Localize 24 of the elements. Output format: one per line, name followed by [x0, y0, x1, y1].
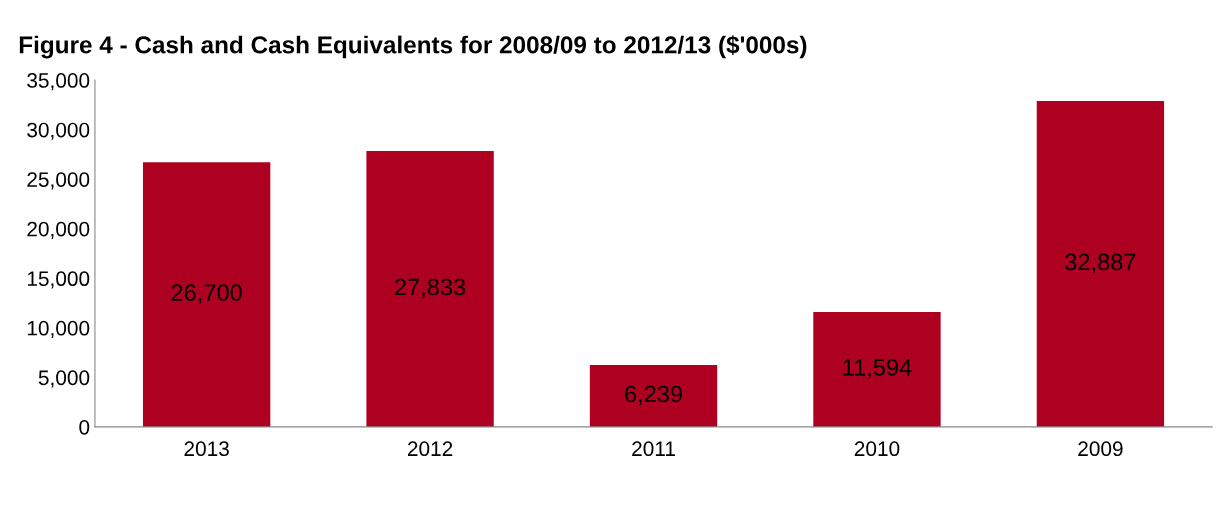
- data-label: 11,594: [843, 359, 912, 379]
- y-tick-label: 15,000: [27, 271, 90, 289]
- y-tick-label: 35,000: [27, 73, 90, 91]
- x-tick-label: 2010: [854, 441, 900, 457]
- data-label: 27,833: [395, 278, 466, 299]
- data-label: 6,239: [625, 385, 682, 406]
- bar: [589, 365, 718, 427]
- x-tick-label: 2013: [184, 441, 229, 457]
- bar: [1036, 101, 1165, 427]
- y-tick-label: 20,000: [27, 221, 90, 239]
- bar: [366, 151, 494, 427]
- x-tick-label: 2012: [407, 441, 453, 457]
- data-label: 26,700: [171, 284, 242, 304]
- y-tick-label: 30,000: [27, 122, 90, 140]
- y-tick-label: 10,000: [27, 320, 90, 339]
- x-tick-label: 2011: [632, 441, 675, 457]
- bar: [142, 162, 271, 427]
- y-tick-label: 5,000: [38, 370, 90, 388]
- data-label: 32,887: [1065, 253, 1136, 274]
- y-tick-label: 0: [79, 419, 90, 435]
- chart-title: Figure 4 - Cash and Cash Equivalents for 2008/09 to 2012/13 ($'000s): [19, 35, 807, 59]
- bar: [813, 312, 941, 427]
- y-tick-label: 25,000: [27, 172, 90, 190]
- x-tick-label: 2009: [1078, 441, 1123, 457]
